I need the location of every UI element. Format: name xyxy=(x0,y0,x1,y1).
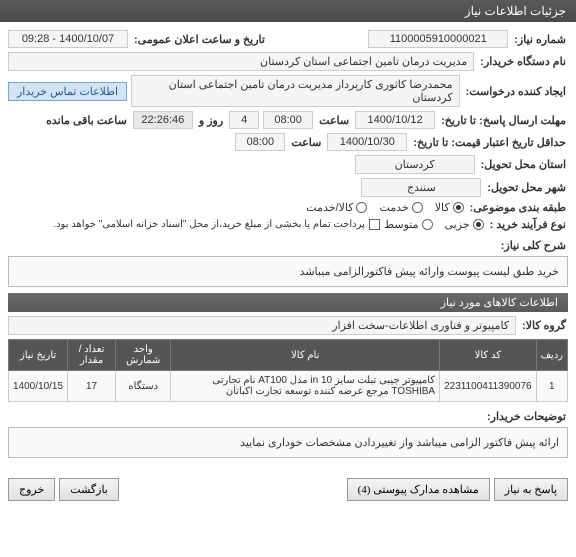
contact-button[interactable]: اطلاعات تماس خریدار xyxy=(8,82,127,101)
radio-medium-icon xyxy=(422,219,433,230)
process-radio-group: جزیی متوسط xyxy=(384,218,484,231)
radio-goods-icon xyxy=(453,202,464,213)
footer-buttons: پاسخ به نیاز مشاهده مدارک پیوستی (4) باز… xyxy=(0,470,576,509)
cell-name: کامپیوتر جیبی تبلت سایز 10 in مدل AT100 … xyxy=(171,371,440,402)
attachments-button[interactable]: مشاهده مدارک پیوستی (4) xyxy=(347,478,490,501)
radio-minor-label: جزیی xyxy=(445,218,470,231)
exit-button[interactable]: خروج xyxy=(8,478,55,501)
province-label: استان محل تحویل: xyxy=(479,158,568,171)
summary-label: شرح کلی نیاز: xyxy=(499,239,568,252)
payment-checkbox[interactable] xyxy=(369,219,380,230)
radio-both-icon xyxy=(356,202,367,213)
process-label: نوع فرآیند خرید : xyxy=(488,218,568,231)
th-row: ردیف xyxy=(536,340,567,371)
radio-medium[interactable]: متوسط xyxy=(384,218,433,231)
validity-date: 1400/10/30 xyxy=(327,133,407,151)
table-row[interactable]: 12231100411390076کامپیوتر جیبی تبلت سایز… xyxy=(9,371,568,402)
days-count: 4 xyxy=(229,111,259,129)
province-value: کردستان xyxy=(355,155,475,174)
cell-qty: 17 xyxy=(68,371,116,402)
validity-label: حداقل تاریخ اعتبار قیمت: تا تاریخ: xyxy=(411,136,568,149)
cell-code: 2231100411390076 xyxy=(440,371,537,402)
radio-minor-icon xyxy=(473,219,484,230)
deadline-date: 1400/10/12 xyxy=(355,111,435,129)
th-name: نام کالا xyxy=(171,340,440,371)
summary-box: خرید طبق لیست پیوست وارائه پیش فاکتورالز… xyxy=(8,256,568,287)
radio-minor[interactable]: جزیی xyxy=(445,218,484,231)
th-unit: واحد شمارش xyxy=(116,340,171,371)
category-radio-group: کالا خدمت کالا/خدمت xyxy=(306,201,463,214)
hour-and-label: روز و xyxy=(197,114,225,127)
city-label: شهر محل تحویل: xyxy=(485,181,568,194)
radio-service[interactable]: خدمت xyxy=(379,201,422,214)
items-section-header: اطلاعات کالاهای مورد نیاز xyxy=(8,293,568,312)
validity-hour: 08:00 xyxy=(235,133,285,151)
requester-label: ایجاد کننده درخواست: xyxy=(464,85,568,98)
city-value: سنندج xyxy=(361,178,481,197)
radio-service-icon xyxy=(412,202,423,213)
hour-label-2: ساعت xyxy=(289,136,323,149)
cell-unit: دستگاه xyxy=(116,371,171,402)
group-label: گروه کالا: xyxy=(520,319,568,332)
buyer-notes-label: توضیحات خریدار: xyxy=(485,410,568,423)
category-label: طبقه بندی موضوعی: xyxy=(468,201,568,214)
group-value: کامپیوتر و فناوری اطلاعات-سخت افزار xyxy=(8,316,516,335)
deadline-hour: 08:00 xyxy=(263,111,313,129)
radio-goods[interactable]: کالا xyxy=(435,201,464,214)
deadline-label: مهلت ارسال پاسخ: تا تاریخ: xyxy=(439,114,568,127)
radio-both-label: کالا/خدمت xyxy=(306,201,353,214)
radio-service-label: خدمت xyxy=(379,201,408,214)
th-qty: تعداد / مقدار xyxy=(68,340,116,371)
requester-value: محمدرضا کاثوری کارپرداز مدیریت درمان تام… xyxy=(131,75,460,107)
th-date: تاریخ نیاز xyxy=(9,340,68,371)
table-header-row: ردیف کد کالا نام کالا واحد شمارش تعداد /… xyxy=(9,340,568,371)
radio-goods-label: کالا xyxy=(435,201,450,214)
payment-note: پرداخت تمام یا بخشی از مبلغ خرید،از محل … xyxy=(53,219,365,230)
cell-date: 1400/10/15 xyxy=(9,371,68,402)
need-number-label: شماره نیاز: xyxy=(512,33,568,46)
buyer-org-value: مدیریت درمان تامین اجتماعی استان کردستان xyxy=(8,52,474,71)
reply-button[interactable]: پاسخ به نیاز xyxy=(494,478,568,501)
header-title: جزئیات اطلاعات نیاز xyxy=(465,4,566,18)
cell-row: 1 xyxy=(536,371,567,402)
need-number-value: 1100005910000021 xyxy=(368,30,508,48)
radio-both[interactable]: کالا/خدمت xyxy=(306,201,367,214)
main-content: شماره نیاز: 1100005910000021 تاریخ و ساع… xyxy=(0,22,576,470)
page-header: جزئیات اطلاعات نیاز xyxy=(0,0,576,22)
remaining-time: 22:26:46 xyxy=(133,111,193,129)
items-table: ردیف کد کالا نام کالا واحد شمارش تعداد /… xyxy=(8,339,568,402)
buyer-org-label: نام دستگاه خریدار: xyxy=(478,55,568,68)
radio-medium-label: متوسط xyxy=(384,218,419,231)
announce-label: تاریخ و ساعت اعلان عمومی: xyxy=(132,33,267,46)
back-button[interactable]: بازگشت xyxy=(59,478,119,501)
announce-value: 1400/10/07 - 09:28 xyxy=(8,30,128,48)
remaining-label: ساعت باقی مانده xyxy=(44,114,129,127)
buyer-notes-box: ارائه پیش فاکتور الزامی میباشد واز تغییر… xyxy=(8,427,568,458)
hour-label-1: ساعت xyxy=(317,114,351,127)
th-code: کد کالا xyxy=(440,340,537,371)
